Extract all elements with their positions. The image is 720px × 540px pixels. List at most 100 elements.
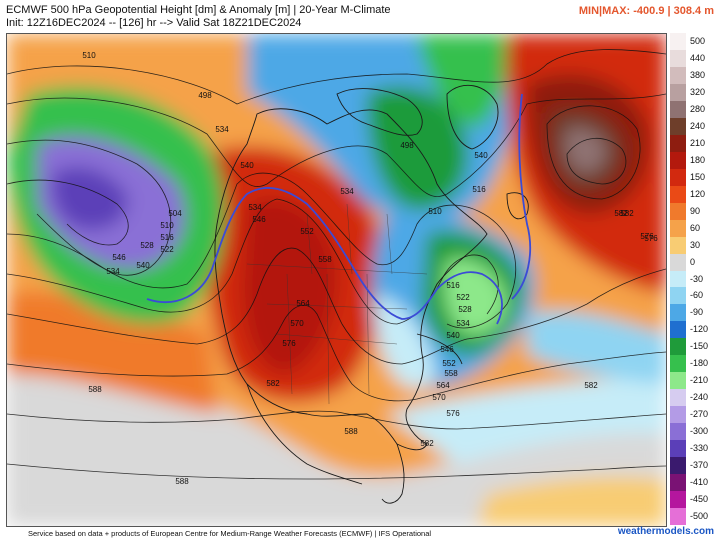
legend-label: -180 — [690, 358, 709, 369]
legend-swatch — [670, 202, 686, 220]
legend-row: 180 — [670, 151, 718, 169]
legend-label: -210 — [690, 375, 709, 386]
legend-label: 60 — [690, 222, 701, 233]
legend-row: -300 — [670, 423, 718, 441]
legend-label: -90 — [690, 307, 704, 318]
legend-label: 0 — [690, 256, 696, 267]
contour-label: 504 — [168, 209, 182, 218]
contour-label: 576 — [446, 409, 460, 418]
legend-swatch — [670, 185, 686, 203]
legend-label: 90 — [690, 205, 701, 216]
legend-label: -60 — [690, 290, 704, 301]
legend-row: 120 — [670, 185, 718, 203]
legend-label: -270 — [690, 409, 709, 420]
contour-label: 582 — [266, 379, 280, 388]
legend-row: 30 — [670, 236, 718, 254]
contour-label: 522 — [456, 293, 470, 302]
contour-label: 588 — [344, 427, 358, 436]
legend-swatch — [670, 372, 686, 390]
contour-label: 498 — [400, 141, 414, 150]
legend-label: -240 — [690, 392, 709, 403]
legend-label: -120 — [690, 324, 709, 335]
legend-swatch — [670, 304, 686, 322]
contour-label: 582 — [420, 439, 434, 448]
contour-label: 588 — [88, 385, 102, 394]
legend-row: 240 — [670, 117, 718, 135]
contour-label: 534 — [456, 319, 470, 328]
legend-row: -410 — [670, 474, 718, 492]
legend-swatch — [670, 253, 686, 271]
contour-label: 558 — [318, 255, 332, 264]
legend-swatch — [670, 168, 686, 186]
legend-swatch — [670, 423, 686, 441]
legend-row: 280 — [670, 100, 718, 118]
legend-row: -240 — [670, 389, 718, 407]
legend-swatch — [670, 389, 686, 407]
legend-label: -450 — [690, 494, 709, 505]
init-valid-time: Init: 12Z16DEC2024 -- [126] hr --> Valid… — [6, 17, 302, 29]
legend-row: 0 — [670, 253, 718, 271]
contour-label: 582 — [614, 209, 628, 218]
anomaly-legend: 500 440 380 320 280 240 210 180 150 120 90 60 30 0 -30… — [670, 33, 718, 525]
legend-label: 500 — [690, 36, 706, 46]
legend-swatch — [670, 117, 686, 135]
legend-row: 150 — [670, 168, 718, 186]
contour-label: 582 — [584, 381, 598, 390]
brand-logo-text: weathermodels.com — [617, 526, 714, 537]
contour-label: 546 — [252, 215, 266, 224]
contour-label: 498 — [198, 91, 212, 100]
legend-swatch — [670, 457, 686, 475]
contour-label: 534 — [106, 267, 120, 276]
legend-label: -30 — [690, 273, 704, 284]
anomaly-fill — [7, 34, 666, 526]
legend-row: -330 — [670, 440, 718, 458]
data-credit: Service based on data + products of Euro… — [28, 529, 432, 538]
legend-label: 320 — [690, 86, 706, 97]
height-contours — [7, 49, 666, 480]
legend-row: -30 — [670, 270, 718, 288]
contour-label: 552 — [300, 227, 314, 236]
legend-row: -370 — [670, 457, 718, 475]
legend-swatch — [670, 151, 686, 169]
legend-swatch — [670, 236, 686, 254]
legend-label: 150 — [690, 171, 706, 182]
contour-label: 534 — [248, 203, 262, 212]
legend-row: -150 — [670, 338, 718, 356]
reference-contour — [146, 93, 532, 325]
legend-swatch — [670, 270, 686, 288]
contour-label: 540 — [240, 161, 254, 170]
contour-label: 540 — [136, 261, 150, 270]
legend-row: 60 — [670, 219, 718, 237]
legend-swatch — [670, 474, 686, 492]
legend-label: 30 — [690, 239, 701, 250]
contour-label: 558 — [444, 369, 458, 378]
legend-label: 280 — [690, 103, 706, 114]
contour-label: 564 — [436, 381, 450, 390]
legend-swatch — [670, 49, 686, 67]
legend-label: 240 — [690, 120, 706, 131]
contour-label: 570 — [432, 393, 446, 402]
contour-label: 528 — [140, 241, 154, 250]
legend-label: -410 — [690, 477, 709, 488]
legend-label: -370 — [690, 460, 709, 471]
contour-label: 540 — [446, 331, 460, 340]
legend-swatch — [670, 355, 686, 373]
map-title: ECMWF 500 hPa Geopotential Height [dm] &… — [6, 4, 391, 16]
contour-label: 516 — [160, 233, 174, 242]
legend-label: 180 — [690, 154, 706, 165]
contour-label: 570 — [290, 319, 304, 328]
legend-row: -270 — [670, 406, 718, 424]
contour-label: 522 — [160, 245, 174, 254]
legend-row: -120 — [670, 321, 718, 339]
contour-label: 516 — [472, 185, 486, 194]
legend-row: -90 — [670, 304, 718, 322]
contour-label-group: 510 498 504 510 516 522 528 534 540 546 534 540 546 5… — [82, 51, 658, 486]
legend-swatch — [670, 338, 686, 356]
min-max-readout: MIN|MAX: -400.9 | 308.4 m — [578, 5, 714, 17]
legend-swatch — [670, 406, 686, 424]
legend-label: 380 — [690, 69, 706, 80]
contour-label: 588 — [175, 477, 189, 486]
legend-swatch — [670, 219, 686, 237]
legend-row: 320 — [670, 83, 718, 101]
legend-swatch — [670, 491, 686, 509]
